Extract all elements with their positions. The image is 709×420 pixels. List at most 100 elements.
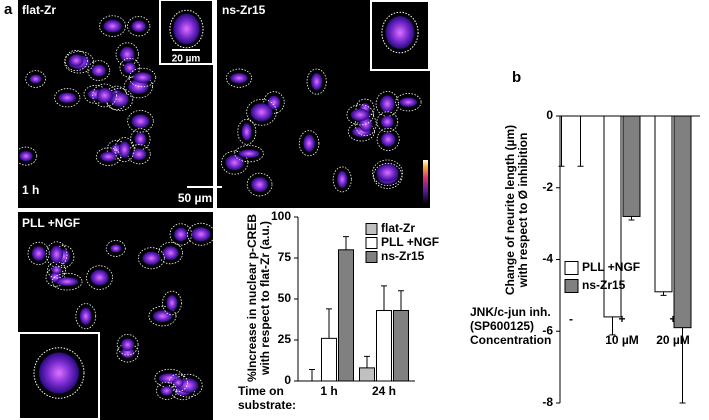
y-tick-label: 0 (284, 373, 291, 387)
x-tick-label: 24 h (372, 384, 396, 398)
error-bar (679, 327, 686, 404)
cell (110, 92, 129, 107)
cell (90, 269, 109, 286)
cell-outline (381, 11, 419, 54)
error-bar (364, 355, 370, 368)
cell-outline (51, 272, 83, 291)
row-label: JNK/c-jun inh. (470, 305, 551, 319)
cell-outline (75, 303, 97, 330)
legend-swatch (564, 279, 579, 293)
cell-outline (27, 241, 50, 266)
image-label: ns-Zr15 (222, 3, 266, 17)
x-tick-label: + (669, 312, 676, 326)
bar (321, 337, 337, 382)
panel-letter: b (512, 69, 521, 86)
y-tick-label: 25 (278, 332, 292, 346)
bar (654, 115, 673, 293)
x-axis-label: substrate: (238, 398, 296, 412)
scale-bar-label: 50 µm (178, 191, 212, 205)
cell-outline (86, 265, 113, 290)
cell-outline (99, 15, 127, 37)
y-tick-label: -4 (542, 252, 553, 266)
panel-letter: a (4, 1, 13, 18)
concentration-label: 10 µM (605, 333, 639, 347)
cell (51, 265, 62, 275)
y-tick-label: 100 (271, 209, 291, 223)
cell-outline (64, 50, 88, 72)
cell-outline (395, 93, 422, 112)
cell-outline (127, 16, 151, 37)
cell-outline (156, 381, 178, 400)
cell-outline (162, 290, 182, 316)
scale-bar-label: 20 µm (172, 54, 201, 65)
cell (131, 20, 146, 32)
cell-outline (106, 87, 134, 112)
cell (399, 97, 418, 107)
error-bar (398, 290, 404, 311)
cell-outline (123, 75, 153, 99)
x-tick-label: 1 h (320, 384, 337, 398)
cell-outline (92, 83, 118, 108)
cell (120, 347, 135, 359)
cell (303, 134, 315, 152)
cell-outline (169, 9, 204, 49)
cell-outline (14, 146, 38, 166)
image-label: PLL +NGF (22, 216, 80, 230)
cell-outline (298, 130, 320, 157)
x-tick-label: - (569, 312, 573, 326)
cell-outline (148, 305, 177, 327)
cell (162, 246, 179, 260)
cell (69, 54, 84, 67)
cell (241, 123, 252, 141)
y-tick-label: -2 (542, 180, 553, 194)
cell (142, 251, 161, 265)
cell-outline (234, 145, 264, 163)
error-bar (343, 236, 349, 250)
cell (103, 19, 122, 33)
cell-outline (119, 57, 141, 78)
cell (110, 244, 122, 253)
cell (174, 227, 188, 242)
cell (39, 352, 79, 394)
legend-label: ns-Zr15 (582, 278, 626, 292)
cell (337, 170, 348, 188)
cell-outline (64, 51, 95, 74)
bar (622, 115, 641, 217)
error-bar (628, 216, 635, 221)
error-bar (558, 116, 565, 167)
cell (191, 227, 211, 242)
legend-swatch (365, 223, 378, 235)
bar (393, 309, 409, 382)
legend-label: PLL +NGF (381, 235, 439, 249)
cell (350, 108, 370, 121)
time-label: 1 h (22, 183, 39, 197)
cell (79, 307, 92, 325)
cell-outline (128, 67, 157, 88)
y-tick-label: 0 (546, 108, 553, 122)
cell (31, 246, 46, 261)
error-bar (660, 291, 667, 296)
cell (120, 46, 135, 62)
cell-outline (127, 109, 154, 133)
cell-outline (54, 88, 81, 108)
cell (230, 73, 248, 84)
legend-swatch (365, 251, 378, 263)
cell (376, 163, 399, 182)
cell (173, 378, 184, 388)
x-tick-label: + (618, 312, 625, 326)
error-bar (326, 308, 332, 339)
legend-label: flat-Zr (381, 221, 415, 235)
cell-outline (95, 147, 121, 166)
cell (118, 141, 131, 158)
cell-outline (246, 98, 277, 126)
cell-outline (237, 118, 257, 145)
error-bar (577, 116, 584, 167)
bar (673, 115, 692, 329)
image-label: flat-Zr (22, 3, 56, 17)
cell-outline (376, 127, 400, 151)
cell-outline (116, 334, 139, 356)
cell-outline (221, 150, 249, 175)
cell (251, 177, 269, 192)
